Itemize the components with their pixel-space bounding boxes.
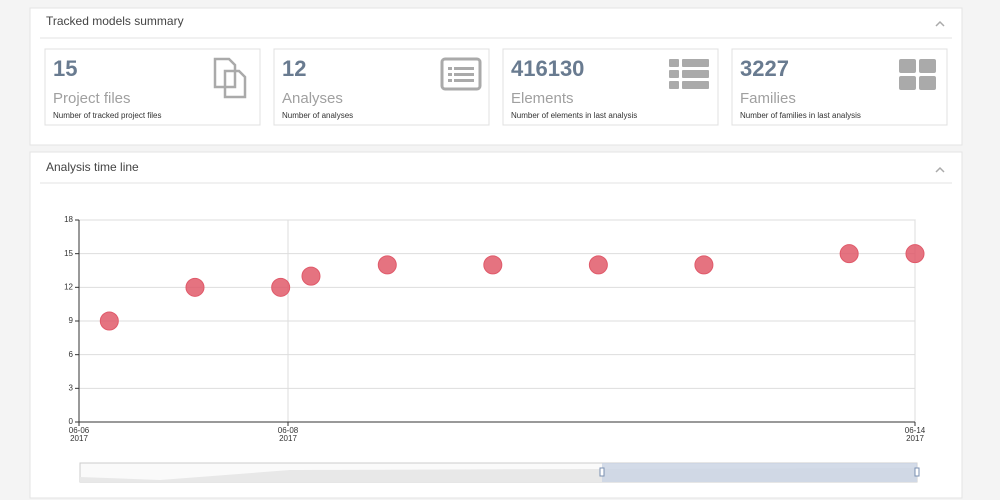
point xyxy=(99,311,119,331)
panel-title: Analysis time line xyxy=(46,160,139,174)
point xyxy=(905,244,925,264)
card-value: 15 xyxy=(53,56,77,81)
point xyxy=(301,266,321,286)
card-label: Project files xyxy=(53,90,131,107)
y-tick-label: 6 xyxy=(69,350,74,359)
x-tick-label: 06-06 2017 xyxy=(68,426,90,443)
x-tick-label: 06-14 2017 xyxy=(904,426,926,443)
y-tick-label: 18 xyxy=(64,215,73,224)
y-tick-label: 0 xyxy=(69,417,74,426)
zoom-slider[interactable] xyxy=(79,462,920,483)
collapse-button[interactable] xyxy=(935,20,945,27)
card-icon xyxy=(213,57,247,99)
point xyxy=(588,255,608,275)
card-value: 3227 xyxy=(740,56,789,81)
card-label: Families xyxy=(740,90,796,107)
card-description: Number of families in last analysis xyxy=(740,111,861,120)
card-label: Analyses xyxy=(282,90,343,107)
card-icon xyxy=(899,59,936,90)
y-tick-label: 15 xyxy=(64,249,73,258)
y-tick-label: 9 xyxy=(69,316,74,325)
point xyxy=(839,244,859,264)
x-tick-label: 06-08 2017 xyxy=(277,426,299,443)
collapse-button[interactable] xyxy=(935,166,945,173)
point xyxy=(483,255,503,275)
y-tick-label: 3 xyxy=(69,383,74,392)
point xyxy=(185,277,205,297)
card-description: Number of analyses xyxy=(282,111,353,120)
timeline-panel xyxy=(29,151,963,499)
card-value: 416130 xyxy=(511,56,584,81)
point xyxy=(377,255,397,275)
card-description: Number of tracked project files xyxy=(53,111,162,120)
card-label: Elements xyxy=(511,90,574,107)
y-tick-label: 12 xyxy=(64,282,73,291)
point xyxy=(694,255,714,275)
panel-title: Tracked models summary xyxy=(46,14,184,28)
card-description: Number of elements in last analysis xyxy=(511,111,637,120)
point xyxy=(271,277,291,297)
summary-card xyxy=(273,48,490,126)
card-icon xyxy=(669,59,709,89)
card-value: 12 xyxy=(282,56,306,81)
card-icon xyxy=(440,57,482,91)
